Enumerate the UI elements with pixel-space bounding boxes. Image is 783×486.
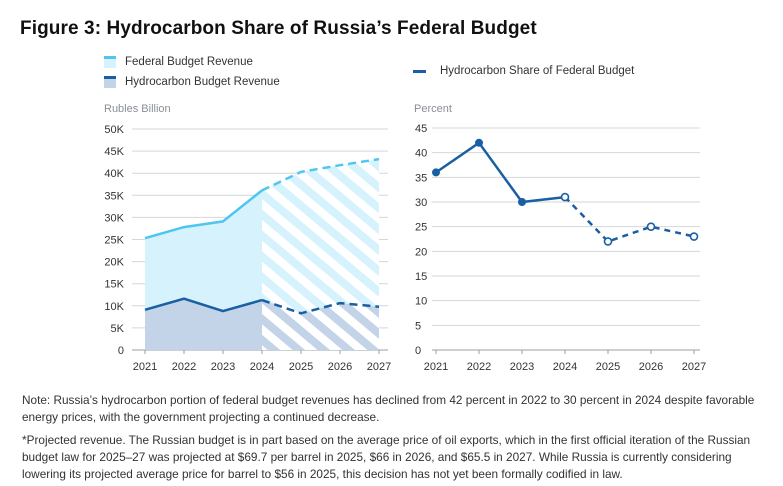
hydro-area-projected bbox=[262, 300, 379, 350]
right-y-tick-label: 15 bbox=[415, 271, 427, 283]
right-y-tick-label: 5 bbox=[415, 320, 421, 332]
left-y-tick-label: 45K bbox=[104, 146, 124, 158]
hydro-area-historical bbox=[145, 298, 262, 350]
share-point bbox=[646, 222, 656, 231]
right-y-tick-label: 20 bbox=[415, 246, 427, 258]
legend-item-hydro: Hydrocarbon Budget Revenue bbox=[104, 76, 280, 88]
left-y-tick-label: 35K bbox=[104, 190, 124, 202]
left-y-axis-title: Rubles Billion bbox=[104, 103, 171, 115]
right-x-tick-label: 2025 bbox=[596, 361, 620, 373]
left-x-tick-label: 2021 bbox=[133, 361, 157, 373]
left-y-tick-label: 40K bbox=[104, 168, 124, 180]
left-y-tick-label: 5K bbox=[111, 323, 125, 335]
share-point bbox=[689, 232, 699, 241]
share-point bbox=[432, 168, 440, 177]
share-point bbox=[475, 138, 483, 147]
left-y-tick-label: 10K bbox=[104, 301, 124, 313]
right-y-tick-label: 40 bbox=[415, 148, 427, 160]
federal-line-historical bbox=[144, 189, 263, 240]
left-y-tick-label: 30K bbox=[104, 212, 124, 224]
legend-swatch-federal bbox=[104, 56, 116, 68]
chart-footnote: *Projected revenue. The Russian budget i… bbox=[22, 433, 751, 481]
right-x-tick-label: 2023 bbox=[510, 361, 534, 373]
legend-label-hydro: Hydrocarbon Budget Revenue bbox=[125, 76, 280, 88]
right-y-axis-title: Percent bbox=[414, 103, 452, 115]
left-x-tick-label: 2022 bbox=[172, 361, 196, 373]
legend-label-share: Hydrocarbon Share of Federal Budget bbox=[440, 65, 635, 77]
hydro-line-historical bbox=[144, 297, 263, 313]
share-line-historical bbox=[435, 141, 566, 204]
right-y-tick-label: 10 bbox=[415, 296, 427, 308]
hydro-line-projected bbox=[261, 298, 380, 315]
share-point bbox=[518, 198, 526, 206]
right-x-tick-label: 2027 bbox=[682, 361, 706, 373]
federal-area-projected bbox=[262, 159, 379, 350]
legend-swatch-hydro bbox=[104, 76, 116, 88]
right-x-tick-label: 2021 bbox=[424, 361, 448, 373]
share-line-projected bbox=[564, 196, 695, 243]
right-y-tick-label: 45 bbox=[415, 123, 427, 135]
left-y-tick-label: 20K bbox=[104, 257, 124, 269]
left-y-tick-label: 0 bbox=[118, 345, 124, 357]
right-x-tick-label: 2024 bbox=[553, 361, 577, 373]
left-x-tick-label: 2027 bbox=[367, 361, 391, 373]
right-x-tick-label: 2022 bbox=[467, 361, 491, 373]
right-y-tick-label: 35 bbox=[415, 172, 427, 184]
share-point bbox=[560, 192, 570, 202]
right-x-tick-label: 2026 bbox=[639, 361, 663, 373]
figure-title: Figure 3: Hydrocarbon Share of Russia’s … bbox=[20, 18, 537, 39]
left-y-tick-label: 15K bbox=[104, 279, 124, 291]
revenue-area-chart: 0 5K 10K 15K 20K 25K 30K 35K 40K 45K 50K 2021 2022 20… bbox=[104, 124, 391, 373]
left-x-tick-label: 2026 bbox=[328, 361, 352, 373]
left-y-tick-label: 25K bbox=[104, 235, 124, 247]
left-x-tick-label: 2023 bbox=[211, 361, 235, 373]
legend-swatch-share bbox=[413, 69, 426, 73]
right-y-tick-label: 30 bbox=[415, 197, 427, 209]
share-point bbox=[603, 237, 613, 246]
right-y-tick-label: 0 bbox=[415, 345, 421, 357]
right-y-tick-label: 25 bbox=[415, 222, 427, 234]
left-x-tick-label: 2025 bbox=[289, 361, 313, 373]
chart-note: Note: Russia’s hydrocarbon portion of fe… bbox=[22, 393, 755, 424]
left-x-tick-label: 2024 bbox=[250, 361, 274, 373]
legend-item-share: Hydrocarbon Share of Federal Budget bbox=[413, 65, 634, 77]
left-y-tick-label: 50K bbox=[104, 124, 124, 136]
legend-label-federal: Federal Budget Revenue bbox=[125, 56, 253, 68]
legend-item-federal: Federal Budget Revenue bbox=[104, 56, 253, 68]
